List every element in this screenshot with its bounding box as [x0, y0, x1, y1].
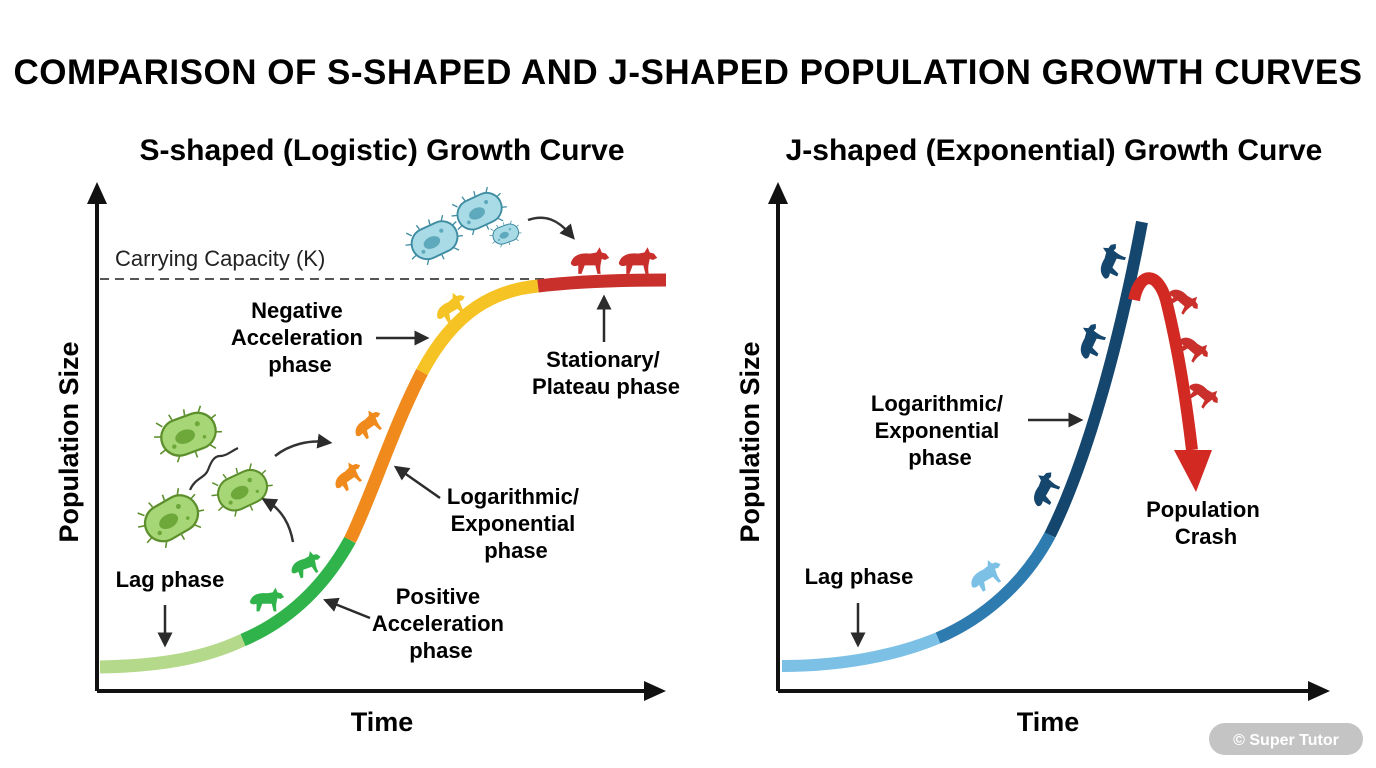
j-lag-phase-label: Lag phase: [805, 564, 914, 589]
lag-phase-label: Lag phase: [116, 567, 225, 592]
watermark-text: © Super Tutor: [1233, 732, 1339, 749]
positive-acceleration-arrow: [323, 597, 371, 620]
s-curve-log-segment: [344, 369, 428, 543]
animal-icon: [618, 247, 658, 274]
animal-icon: [348, 405, 388, 443]
s-curve-stationary-segment: [537, 273, 667, 293]
brace-icon: [188, 447, 239, 491]
bacteria-icon: [204, 455, 281, 525]
stationary-phase-label: Stationary/ Plateau phase: [532, 347, 680, 399]
j-logarithmic-phase-label: Logarithmic/ Exponential phase: [871, 391, 1009, 470]
animal-icon: [570, 247, 610, 274]
j-x-axis-arrow-icon: [1308, 681, 1330, 701]
animal-icon: [1071, 319, 1110, 363]
watermark-badge: [1209, 723, 1363, 755]
animal-icon: [328, 457, 368, 495]
s-curve-lag-segment: [99, 634, 246, 674]
j-y-axis-label: Population Size: [735, 341, 765, 542]
s-curve-negative-segment: [416, 279, 539, 376]
positive-acceleration-label: Positive Acceleration phase: [372, 584, 510, 663]
page-title: COMPARISON OF S-SHAPED AND J-SHAPED POPU…: [13, 53, 1362, 92]
s-y-axis-arrow-icon: [87, 182, 107, 204]
j-curve-heading: J-shaped (Exponential) Growth Curve: [786, 134, 1323, 167]
j-curve-mid-segment: [935, 532, 1056, 644]
crash-arrowhead-icon: [1174, 450, 1212, 492]
carrying-capacity-label: Carrying Capacity (K): [115, 246, 325, 271]
animal-icon: [1091, 239, 1130, 283]
logarithmic-phase-label: Logarithmic/ Exponential phase: [447, 484, 585, 563]
negative-acceleration-label: Negative Acceleration phase: [231, 298, 369, 377]
j-curve-upper-segment: [1044, 220, 1148, 538]
bacteria-icon: [486, 217, 525, 251]
bacteria-icon: [129, 479, 214, 558]
watermark: © Super Tutor: [1209, 723, 1363, 755]
s-curve-heading: S-shaped (Logistic) Growth Curve: [139, 134, 624, 167]
j-curve-lag-segment: [781, 632, 941, 672]
j-y-axis-arrow-icon: [768, 182, 788, 204]
arrow-icon: [261, 498, 295, 543]
population-crash-arrow: [1128, 272, 1198, 451]
animal-icon: [249, 587, 285, 612]
s-curve-positive-segment: [240, 536, 356, 646]
j-x-axis-label: Time: [1017, 707, 1080, 737]
logarithmic-phase-arrow: [393, 465, 441, 500]
s-y-axis-label: Population Size: [54, 341, 84, 542]
s-x-axis-arrow-icon: [644, 681, 666, 701]
population-crash-label: Population Crash: [1146, 497, 1266, 549]
s-x-axis-label: Time: [351, 707, 414, 737]
arrow-icon: [527, 216, 575, 240]
s-curve-panel: S-shaped (Logistic) Growth Curve Populat…: [54, 134, 680, 737]
j-curve-panel: J-shaped (Exponential) Growth Curve Popu…: [735, 134, 1330, 737]
arrow-icon: [274, 433, 333, 457]
